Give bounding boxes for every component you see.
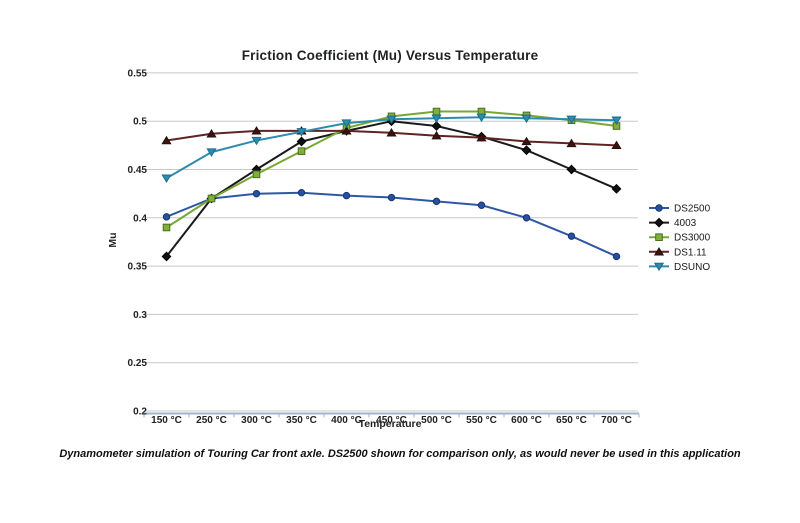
series-line bbox=[165, 191, 618, 258]
y-tick-labels: 0.2 0.25 0.3 0.35 0.4 0.45 0.5 0.55 bbox=[128, 68, 148, 417]
x-tick-label: 500 °C bbox=[421, 415, 452, 426]
data-point bbox=[476, 132, 487, 142]
data-point bbox=[566, 138, 577, 148]
x-axis bbox=[143, 412, 640, 418]
data-point bbox=[521, 145, 532, 156]
data-point bbox=[653, 262, 665, 272]
x-tick-label: 550 °C bbox=[466, 415, 497, 426]
x-tick-label: 600 °C bbox=[511, 415, 542, 426]
series-DSUNO bbox=[161, 113, 622, 183]
data-point bbox=[296, 136, 307, 147]
data-point bbox=[252, 170, 261, 179]
data-point bbox=[431, 121, 442, 131]
data-point bbox=[566, 115, 577, 125]
chart-legend: DS2500 4003 DS3000 DS1.11 DSUNO bbox=[649, 204, 711, 273]
y-tick-label: 0.3 bbox=[133, 310, 147, 321]
data-point bbox=[522, 214, 531, 222]
data-point bbox=[161, 174, 172, 183]
data-point bbox=[611, 140, 622, 150]
data-point bbox=[206, 148, 217, 157]
data-point bbox=[476, 113, 487, 123]
data-point bbox=[162, 213, 171, 221]
legend-label: DS2500 bbox=[674, 204, 711, 215]
data-point bbox=[252, 189, 261, 198]
y-axis-title: Mu bbox=[107, 232, 119, 248]
legend-item-DS3000: DS3000 bbox=[649, 233, 711, 244]
data-point bbox=[655, 233, 663, 241]
data-point bbox=[655, 204, 663, 212]
data-point bbox=[611, 183, 622, 194]
data-point bbox=[161, 135, 172, 145]
data-point bbox=[432, 107, 441, 116]
legend-label: DS1.11 bbox=[674, 247, 707, 258]
data-point bbox=[477, 201, 486, 209]
data-point bbox=[297, 188, 306, 197]
x-tick-label: 150 °C bbox=[151, 415, 182, 426]
x-tick-label: 400 °C bbox=[331, 415, 362, 426]
y-tick-label: 0.2 bbox=[133, 407, 147, 418]
y-tick-label: 0.5 bbox=[133, 117, 147, 128]
legend-label: DS3000 bbox=[674, 233, 711, 244]
data-point bbox=[387, 193, 396, 202]
data-point bbox=[341, 119, 352, 128]
legend-label: DSUNO bbox=[674, 262, 710, 273]
x-tick-labels: 150 °C 250 °C 300 °C 350 °C 400 °C 450 °C 500 … bbox=[151, 415, 632, 426]
chart-caption: Dynamometer simulation of Touring Car fr… bbox=[59, 448, 741, 460]
data-point bbox=[386, 115, 397, 125]
gridlines bbox=[145, 72, 638, 412]
data-point bbox=[206, 128, 217, 138]
data-point bbox=[251, 126, 262, 135]
data-point bbox=[567, 232, 576, 240]
data-point bbox=[342, 191, 351, 200]
data-point bbox=[521, 114, 532, 124]
x-tick-label: 350 °C bbox=[286, 415, 317, 426]
data-point bbox=[207, 194, 216, 203]
legend-item-DS2500: DS2500 bbox=[649, 204, 711, 215]
data-point bbox=[431, 114, 442, 124]
y-tick-label: 0.45 bbox=[128, 165, 148, 176]
x-axis-title: Temperature bbox=[358, 418, 422, 430]
y-tick-label: 0.4 bbox=[133, 213, 147, 224]
data-point bbox=[161, 251, 172, 262]
x-tick-label: 650 °C bbox=[556, 415, 587, 426]
data-point bbox=[296, 128, 307, 137]
x-tick-label: 300 °C bbox=[241, 415, 272, 426]
data-point bbox=[341, 126, 352, 135]
data-point bbox=[431, 130, 442, 140]
data-point bbox=[297, 147, 306, 155]
x-tick-label: 700 °C bbox=[601, 415, 632, 426]
chart-title: Friction Coefficient (Mu) Versus Tempera… bbox=[241, 48, 539, 63]
data-point bbox=[432, 197, 441, 206]
series-DS1.11 bbox=[161, 126, 622, 150]
legend-item-DSUNO: DSUNO bbox=[649, 262, 710, 273]
y-tick-label: 0.35 bbox=[128, 262, 148, 273]
x-tick-label: 250 °C bbox=[196, 415, 227, 426]
data-point bbox=[251, 136, 262, 146]
legend-item-DS1.11: DS1.11 bbox=[649, 247, 707, 258]
data-point bbox=[612, 252, 621, 261]
y-tick-label: 0.25 bbox=[128, 358, 148, 369]
data-point bbox=[653, 247, 665, 256]
data-point bbox=[521, 136, 532, 146]
data-point bbox=[386, 128, 397, 137]
series-DS2500 bbox=[162, 188, 621, 261]
data-point bbox=[566, 164, 577, 175]
legend-item-4003: 4003 bbox=[649, 217, 697, 229]
y-tick-label: 0.55 bbox=[128, 68, 148, 79]
legend-label: 4003 bbox=[674, 218, 697, 229]
data-point bbox=[611, 116, 622, 126]
x-tick-label: 450 °C bbox=[376, 415, 407, 426]
data-point bbox=[654, 217, 664, 228]
data-point bbox=[162, 223, 171, 232]
